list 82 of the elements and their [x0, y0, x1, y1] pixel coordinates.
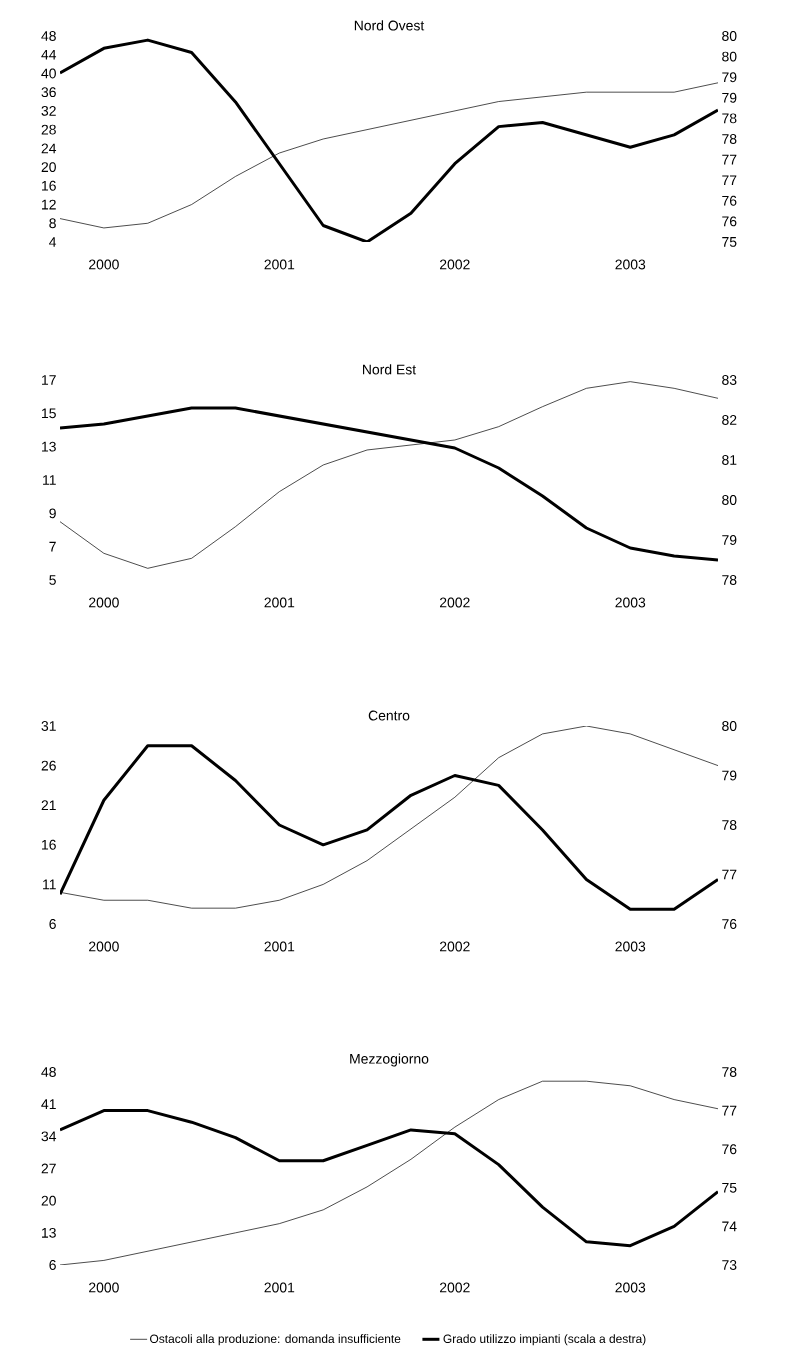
y2-tick-label: 82	[722, 415, 737, 425]
y-tick-label: 20	[41, 162, 56, 173]
y-tick-label: 13	[42, 1227, 56, 1238]
y2-tick-label: 77	[722, 175, 737, 185]
x-tick-label: 2000	[89, 1282, 119, 1293]
y-tick-label: 11	[43, 475, 56, 485]
y-tick-label: 11	[43, 879, 56, 890]
y-tick-label: 4	[49, 237, 57, 247]
y2-tick-label: 78	[722, 1067, 737, 1077]
y2-tick-label: 75	[722, 237, 737, 247]
legend-label: Grado utilizzo impianti (scala a destra)	[443, 1334, 646, 1346]
y-tick-label: 26	[41, 760, 56, 771]
y2-tick-label: 75	[722, 1182, 737, 1193]
y-tick-label: 24	[41, 143, 57, 154]
y-tick-label: 16	[42, 180, 56, 191]
y-tick-label: 20	[41, 1195, 56, 1206]
y2-tick-label: 79	[722, 92, 737, 103]
x-tick-label: 2002	[439, 597, 470, 608]
y2-tick-label: 77	[722, 154, 737, 165]
y2-tick-label: 79	[722, 72, 737, 83]
legend-label: Ostacoli alla produzione: domanda insufficiente	[150, 1334, 401, 1346]
x-tick-label: 2000	[89, 941, 119, 952]
y2-tick-label: 83	[722, 375, 737, 385]
chart-title: Mezzogiorno	[350, 1053, 429, 1067]
x-tick-label: 2001	[264, 1282, 295, 1293]
y2-tick-label: 78	[722, 575, 737, 585]
y-tick-label: 5	[49, 575, 56, 585]
y-tick-label: 9	[49, 508, 56, 519]
x-tick-label: 2001	[264, 597, 295, 608]
y-tick-label: 28	[41, 124, 56, 135]
x-tick-label: 2003	[615, 941, 646, 952]
y2-tick-label: 78	[722, 134, 737, 144]
x-tick-label: 2003	[615, 597, 646, 608]
y2-tick-label: 78	[722, 820, 737, 830]
y2-tick-label: 79	[722, 770, 737, 781]
x-tick-label: 2002	[439, 259, 470, 270]
y2-tick-label: 80	[722, 495, 737, 505]
y-tick-label: 41	[41, 1099, 56, 1109]
y-tick-label: 36	[41, 87, 56, 98]
x-tick-label: 2000	[89, 597, 119, 608]
y2-tick-label: 81	[722, 455, 737, 465]
y2-tick-label: 76	[722, 919, 737, 929]
y2-tick-label: 77	[722, 869, 737, 880]
chart-title: Centro	[368, 710, 410, 721]
x-tick-label: 2002	[439, 941, 470, 952]
y-tick-label: 27	[41, 1163, 56, 1174]
y-tick-label: 31	[41, 721, 56, 731]
y-tick-label: 17	[42, 375, 56, 385]
y-tick-label: 44	[41, 49, 57, 60]
y-tick-label: 32	[41, 105, 56, 116]
x-tick-label: 2000	[89, 259, 119, 270]
chart-title: Nord Ovest	[354, 20, 425, 31]
y-tick-label: 48	[41, 31, 56, 41]
x-tick-label: 2001	[264, 259, 295, 270]
y2-tick-label: 73	[722, 1260, 737, 1270]
y2-tick-label: 79	[722, 535, 737, 545]
y-tick-label: 8	[49, 218, 56, 229]
y-tick-label: 6	[49, 919, 56, 929]
y-tick-label: 15	[42, 408, 56, 419]
y-tick-label: 6	[49, 1260, 56, 1270]
y-tick-label: 12	[42, 199, 56, 210]
y-tick-label: 21	[41, 800, 56, 811]
y2-tick-label: 74	[722, 1221, 737, 1232]
y2-tick-label: 78	[722, 113, 737, 124]
y2-tick-label: 76	[722, 195, 737, 206]
y2-tick-label: 80	[722, 31, 737, 41]
chart-title: Nord Est	[363, 364, 417, 375]
y2-tick-label: 76	[722, 216, 737, 227]
y-tick-label: 40	[41, 68, 56, 79]
x-tick-label: 2002	[439, 1282, 470, 1293]
x-tick-label: 2003	[615, 259, 646, 270]
x-tick-label: 2001	[264, 941, 295, 952]
y2-tick-label: 76	[722, 1144, 737, 1155]
y2-tick-label: 77	[722, 1105, 737, 1116]
y-tick-label: 16	[42, 839, 56, 850]
y-tick-label: 34	[41, 1131, 57, 1142]
y-tick-label: 48	[41, 1067, 56, 1077]
y-tick-label: 7	[49, 541, 56, 552]
x-tick-label: 2003	[615, 1282, 646, 1293]
y2-tick-label: 80	[722, 51, 737, 62]
y2-tick-label: 80	[722, 721, 737, 731]
y-tick-label: 13	[42, 441, 56, 452]
